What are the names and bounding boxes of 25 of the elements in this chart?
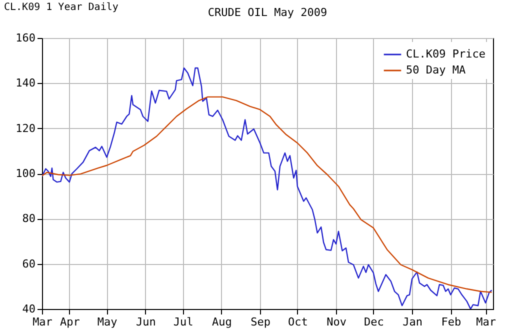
x-tick-label: Feb: [441, 316, 462, 328]
legend-label: CL.K09 Price: [406, 48, 486, 60]
x-tick-label: Jul: [173, 316, 194, 328]
x-tick-label: Aug: [212, 316, 232, 328]
text: CL.K09 1 Year Daily: [4, 2, 118, 13]
y-tick-label: 80: [22, 212, 36, 226]
y-tick-label: 160: [16, 32, 36, 44]
legend-label: 50 Day MA: [406, 64, 466, 76]
x-tick-label: Mar: [32, 316, 53, 328]
x-tick-label: Apr: [60, 316, 80, 328]
y-tick-label: 40: [22, 302, 36, 316]
line-series: [42, 96, 492, 293]
x-tick-label: Jan: [402, 316, 422, 328]
x-tick-label: Nov: [326, 316, 347, 328]
y-tick-label: 100: [16, 167, 36, 180]
y-tick-label: 140: [16, 76, 36, 90]
y-tick-label: 60: [22, 257, 36, 270]
x-tick-label: Oct: [288, 316, 308, 328]
x-tick-label: May: [97, 316, 118, 328]
chart-title: CRUDE OIL May 2009: [208, 6, 328, 19]
x-tick-label: Dec: [364, 316, 384, 328]
y-tick-label: 120: [16, 122, 36, 135]
x-tick-label: Sep: [250, 316, 270, 328]
x-tick-label: Jun: [136, 316, 156, 328]
x-tick-label: Mar: [476, 316, 496, 328]
